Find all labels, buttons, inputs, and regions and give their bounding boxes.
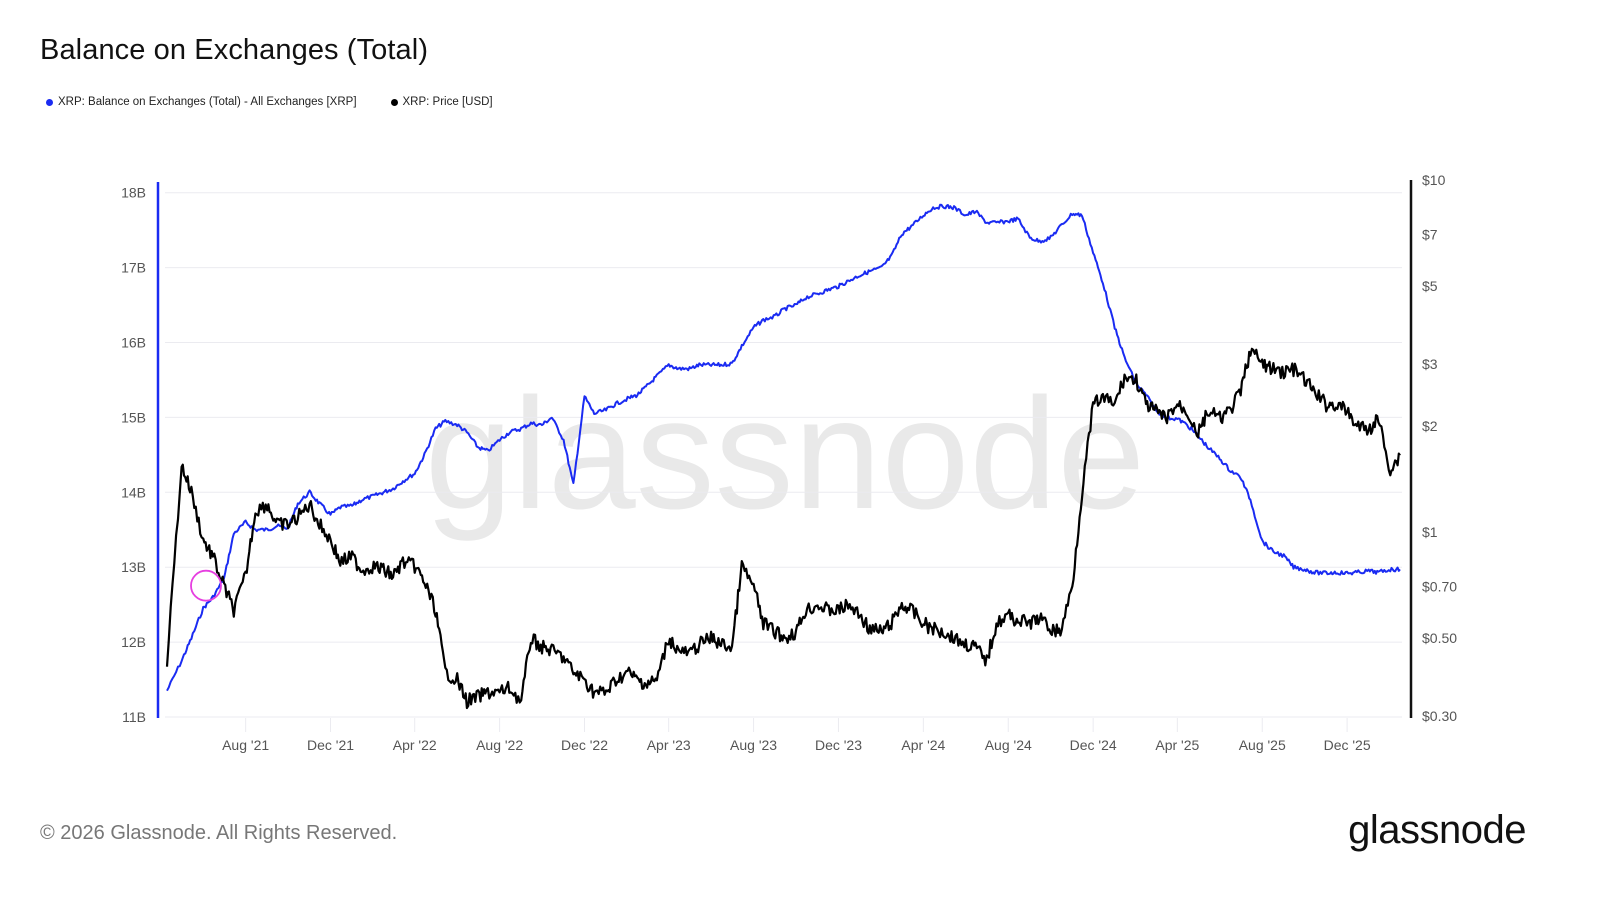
right-axis-labels: $0.30 $0.50 $0.70 $1 $2 $3 $5 $7 $10 (1422, 172, 1457, 724)
right-axis-label: $0.50 (1422, 630, 1457, 646)
x-axis-ticks (245, 718, 1348, 732)
left-axis-label: 16B (121, 335, 146, 351)
right-axis-label: $2 (1422, 418, 1438, 434)
left-axis-label: 11B (122, 709, 146, 725)
legend-label-price: XRP: Price [USD] (402, 96, 493, 108)
footer-copyright: © 2026 Glassnode. All Rights Reserved. (40, 822, 398, 844)
x-axis-label: Apr '24 (901, 737, 945, 753)
chart-legend: XRP: Balance on Exchanges (Total) - All … (46, 96, 493, 108)
left-axis-labels: 11B 12B 13B 14B 15B 16B 17B 18B (121, 185, 146, 725)
x-axis-label: Dec '22 (561, 737, 608, 753)
page-title: Balance on Exchanges (Total) (40, 34, 429, 66)
x-axis-label: Apr '23 (647, 737, 691, 753)
x-axis-label: Apr '22 (393, 737, 437, 753)
x-axis-labels: Aug '21 Dec '21 Apr '22 Aug '22 Dec '22 Apr '… (222, 737, 1371, 753)
right-axis-label: $1 (1422, 524, 1438, 540)
right-axis-label: $0.70 (1422, 578, 1457, 594)
right-axis-label: $7 (1422, 227, 1438, 243)
highlight-circle-annotation (190, 569, 222, 602)
x-axis-label: Dec '23 (815, 737, 862, 753)
x-axis-label: Aug '23 (730, 737, 777, 753)
left-axis-label: 18B (121, 185, 146, 201)
x-axis-label: Aug '22 (476, 737, 523, 753)
grid-lines (165, 192, 1402, 718)
x-axis-label: Aug '25 (1239, 737, 1286, 753)
left-axis-label: 17B (121, 260, 146, 276)
right-axis-label: $3 (1422, 356, 1438, 372)
left-axis-label: 12B (121, 634, 146, 650)
x-axis-label: Dec '21 (307, 737, 354, 753)
x-axis-label: Aug '24 (985, 737, 1032, 753)
glassnode-logo[interactable]: glassnode (1348, 808, 1526, 852)
x-axis-label: Aug '21 (222, 737, 269, 753)
right-axis-label: $0.30 (1422, 708, 1457, 724)
right-axis-label: $5 (1422, 278, 1438, 294)
legend-item-price[interactable]: XRP: Price [USD] (390, 96, 493, 108)
blue-dot-icon (46, 98, 53, 106)
left-axis-label: 14B (121, 484, 146, 500)
watermark-logo: glassnode (425, 366, 1145, 542)
balance-series-line[interactable] (166, 203, 1401, 692)
right-axis-label: $10 (1422, 172, 1446, 188)
black-dot-icon (390, 98, 398, 106)
legend-item-balance[interactable]: XRP: Balance on Exchanges (Total) - All … (46, 96, 357, 108)
x-axis-label: Dec '24 (1070, 737, 1117, 753)
left-axis-label: 13B (121, 559, 146, 575)
left-axis-label: 15B (121, 409, 146, 425)
legend-label-balance: XRP: Balance on Exchanges (Total) - All … (58, 96, 357, 108)
x-axis-label: Dec '25 (1324, 737, 1371, 753)
x-axis-label: Apr '25 (1155, 737, 1199, 753)
price-series-line[interactable] (165, 347, 1401, 710)
